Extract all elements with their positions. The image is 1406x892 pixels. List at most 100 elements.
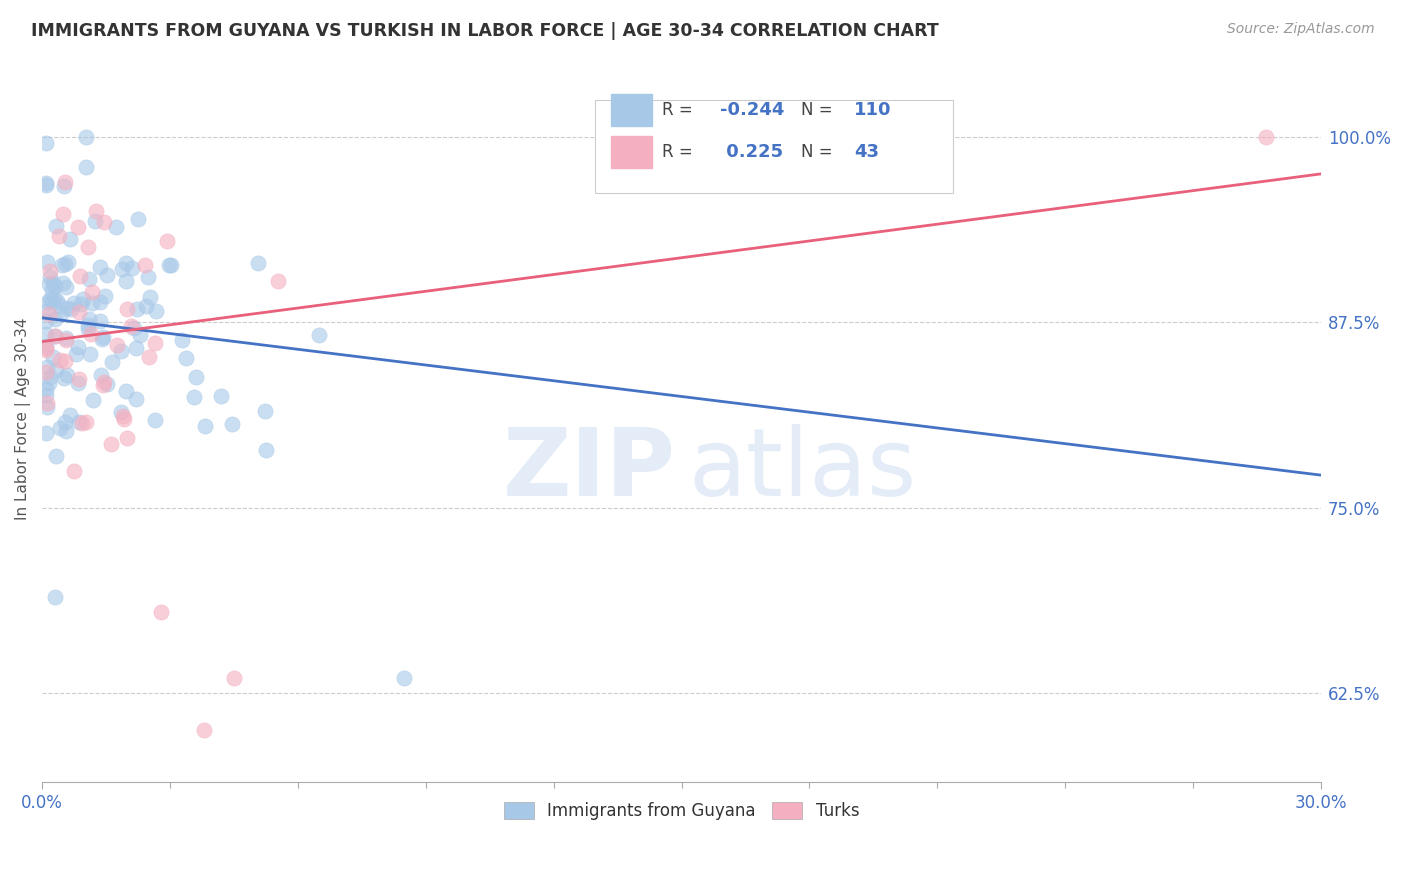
Point — [143, 335, 166, 350]
Point — [77, 311, 100, 326]
Point — [35, 136, 58, 150]
Legend: Immigrants from Guyana, Turks: Immigrants from Guyana, Turks — [498, 795, 866, 826]
Point — [143, 413, 166, 427]
Point — [267, 274, 290, 288]
Point — [194, 418, 217, 433]
Point — [115, 302, 138, 317]
Point — [69, 372, 91, 386]
Point — [80, 327, 103, 342]
Point — [38, 263, 60, 277]
Point — [41, 283, 63, 297]
Point — [127, 212, 149, 227]
Point — [35, 339, 58, 353]
Point — [35, 255, 58, 269]
Point — [139, 290, 162, 304]
Point — [39, 370, 62, 384]
Point — [38, 277, 60, 292]
Point — [35, 343, 58, 357]
Text: Source: ZipAtlas.com: Source: ZipAtlas.com — [1227, 22, 1375, 37]
Point — [254, 404, 277, 418]
Point — [37, 396, 59, 410]
Point — [170, 334, 193, 348]
Point — [104, 219, 127, 234]
Point — [105, 338, 128, 352]
Point — [129, 328, 152, 343]
Point — [56, 301, 79, 315]
Point — [84, 204, 107, 219]
Point — [56, 368, 79, 382]
Point — [114, 384, 136, 399]
Text: R =: R = — [662, 143, 693, 161]
Point — [69, 268, 91, 283]
Point — [65, 347, 87, 361]
Point — [134, 258, 156, 272]
Point — [42, 350, 65, 364]
Point — [39, 270, 62, 285]
Text: -0.244: -0.244 — [720, 102, 785, 120]
Point — [63, 464, 86, 478]
Point — [37, 295, 59, 310]
Point — [1254, 129, 1277, 144]
Point — [35, 425, 58, 440]
Point — [42, 276, 65, 290]
Point — [110, 405, 132, 419]
Point — [254, 442, 277, 457]
Point — [82, 295, 104, 310]
Point — [246, 256, 269, 270]
Bar — [612, 136, 652, 168]
Text: 43: 43 — [855, 143, 879, 161]
Point — [53, 175, 76, 189]
Point — [121, 260, 143, 275]
Point — [96, 268, 118, 282]
Point — [157, 258, 180, 272]
Point — [156, 234, 179, 248]
Point — [67, 340, 90, 354]
FancyBboxPatch shape — [595, 100, 953, 194]
Point — [55, 424, 77, 438]
Point — [53, 257, 76, 271]
Point — [89, 313, 111, 327]
Point — [52, 207, 75, 221]
Point — [53, 415, 76, 429]
Point — [35, 178, 58, 193]
Point — [72, 292, 94, 306]
Point — [51, 306, 73, 320]
Y-axis label: In Labor Force | Age 30-34: In Labor Force | Age 30-34 — [15, 318, 31, 520]
Point — [66, 219, 89, 234]
Point — [35, 382, 58, 396]
Point — [45, 219, 67, 234]
Point — [90, 332, 112, 346]
Point — [59, 232, 82, 246]
Point — [35, 365, 58, 379]
Point — [35, 314, 58, 328]
Point — [75, 129, 97, 144]
Text: N =: N = — [800, 143, 832, 161]
Point — [221, 417, 243, 432]
Point — [45, 450, 67, 464]
Point — [60, 301, 83, 316]
Point — [53, 354, 76, 368]
Point — [79, 272, 101, 286]
Point — [42, 291, 65, 305]
Point — [93, 376, 115, 390]
Point — [45, 363, 67, 377]
Point — [89, 260, 111, 274]
Point — [76, 321, 98, 335]
Point — [35, 359, 58, 374]
Point — [41, 294, 63, 309]
Point — [111, 261, 134, 276]
Point — [308, 328, 330, 343]
Point — [39, 292, 62, 306]
Text: 0.225: 0.225 — [720, 143, 783, 161]
Point — [35, 176, 58, 190]
Point — [120, 319, 142, 334]
Point — [62, 296, 84, 310]
Point — [48, 229, 70, 244]
Point — [77, 318, 100, 333]
Point — [125, 341, 148, 355]
Point — [114, 274, 136, 288]
Point — [145, 303, 167, 318]
Point — [53, 370, 76, 384]
Point — [193, 723, 215, 738]
Point — [115, 256, 138, 270]
